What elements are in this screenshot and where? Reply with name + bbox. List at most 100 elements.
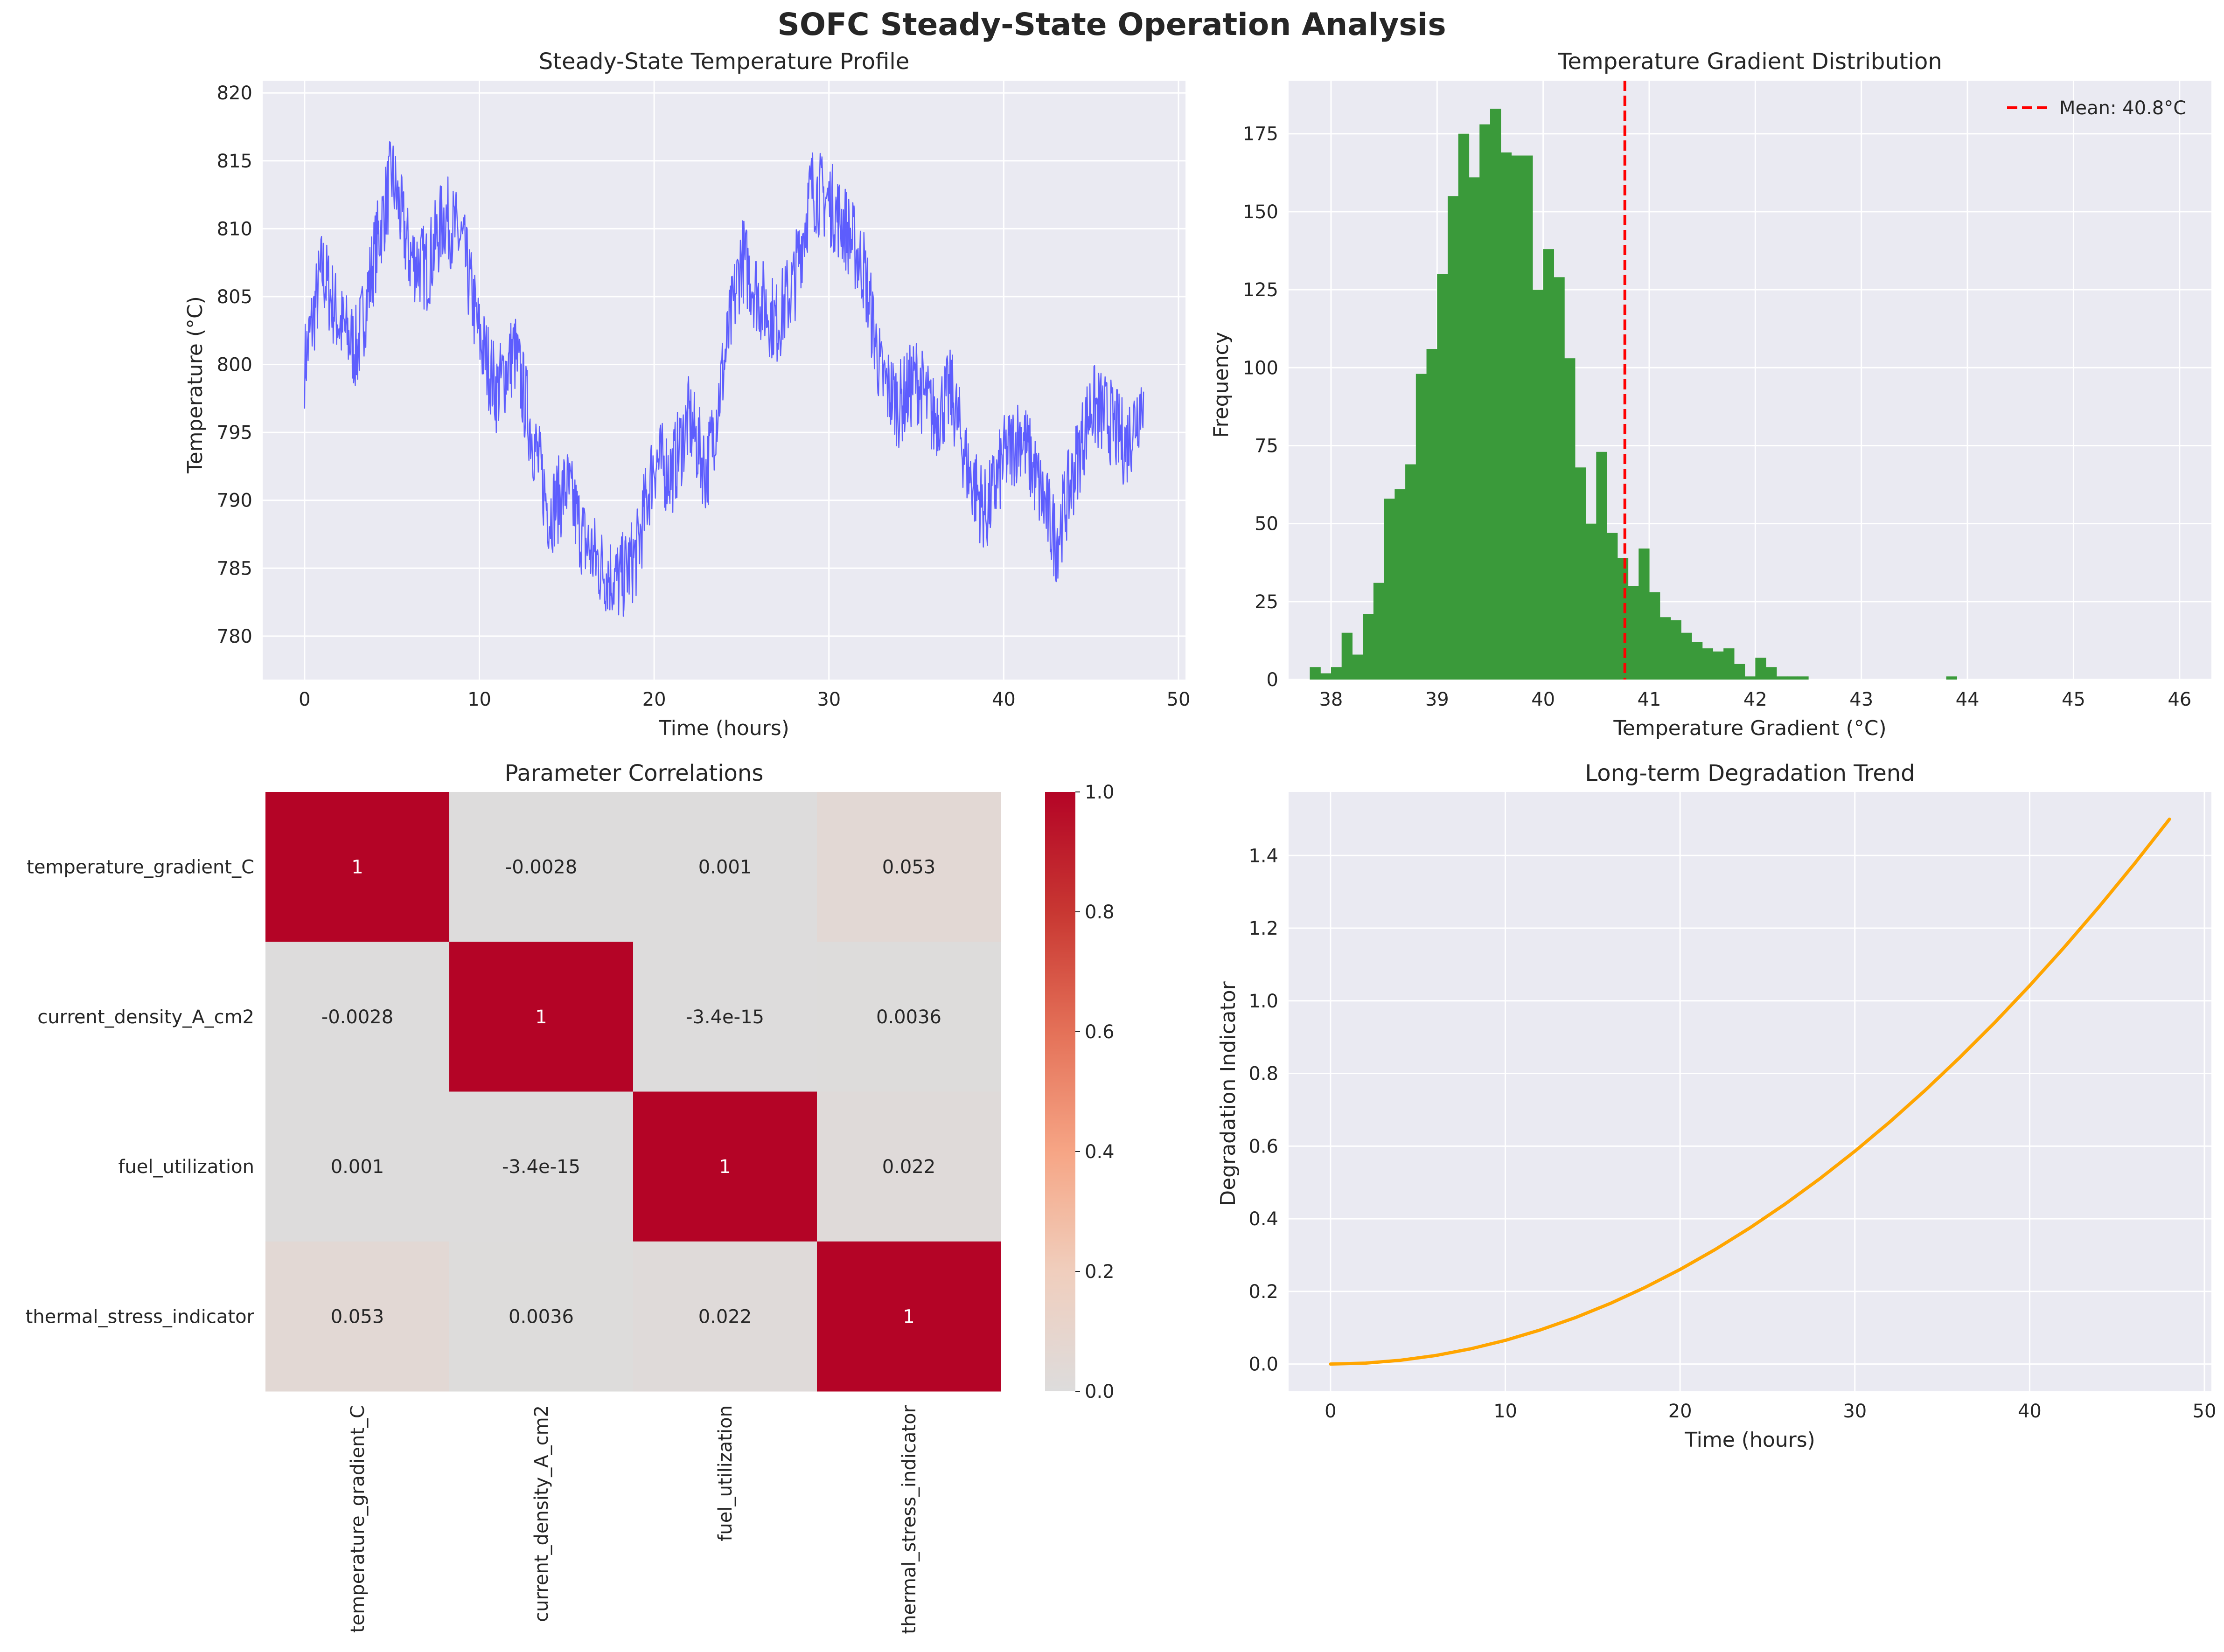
y-tick-label: 175 [1243,124,1278,145]
histogram-bar [1352,654,1363,680]
histogram-bar [1713,651,1724,680]
x-tick-label: 46 [2168,689,2191,710]
colorbar-tick-label: 0.0 [1085,1381,1115,1402]
correlation-labels: temperature_gradient_C current_density_A_… [26,857,920,1634]
y-tick-label: 150 [1243,201,1278,223]
histogram-bar [1723,648,1735,680]
x-tick-label: 30 [817,689,841,710]
heatmap-cell [633,942,817,1092]
x-tick-label: 40 [1531,689,1555,710]
x-tick-label: 20 [642,689,666,710]
x-tick-label: 44 [1956,689,1980,710]
temperature-profile-xlabel: Time (hours) [658,716,789,740]
gradient-distribution-bars [1310,81,1957,680]
histogram-bar [1628,586,1639,680]
degradation-trend-ticks: 0 10 20 30 40 50 0.0 0.2 0.4 0.6 0.8 1.0 1.2 1.4 [1248,845,2216,1422]
y-tick-label: 0.0 [1248,1354,1278,1375]
histogram-bar [1458,133,1470,680]
histogram-bar [1596,451,1607,680]
colorbar: 0.0 0.2 0.4 0.6 0.8 1.0 [1045,782,1115,1402]
heatmap-cell [449,942,634,1092]
histogram-bar [1681,632,1692,680]
row-label: fuel_utilization [118,1156,254,1178]
degradation-trend-xlabel: Time (hours) [1684,1428,1815,1452]
degradation-trend-title: Long-term Degradation Trend [1585,760,1915,786]
correlation-heatmap: 1 -0.0028 0.001 0.053 -0.0028 1 -3.4e-15 0.0036… [265,792,1001,1392]
colorbar-bar [1045,792,1075,1391]
histogram-bar [1522,155,1533,680]
y-tick-label: 780 [217,626,252,647]
histogram-bar [1766,667,1777,680]
x-tick-label: 45 [2062,689,2085,710]
temperature-profile-ylabel: Temperature (°C) [183,296,207,474]
y-tick-label: 1.0 [1248,991,1278,1012]
cell-annotation: 0.001 [698,857,752,878]
cell-annotation: -3.4e-15 [686,1006,764,1028]
x-tick-label: 43 [1849,689,1873,710]
heatmap-cell [817,1241,1001,1392]
heatmap-cell [449,1241,634,1392]
histogram-bar [1331,667,1342,680]
y-tick-label: 100 [1243,357,1278,379]
histogram-bar [1649,592,1660,680]
x-tick-label: 40 [2018,1401,2042,1422]
gradient-distribution-ylabel: Frequency [1209,332,1233,437]
column-label: fuel_utilization [715,1405,736,1541]
y-tick-label: 0.6 [1248,1136,1278,1157]
x-tick-label: 41 [1638,689,1661,710]
gradient-distribution-panel: 38 39 40 41 42 43 44 45 46 0 25 50 75 100 125 150 175 Te… [1209,49,2211,740]
x-tick-label: 10 [1493,1401,1517,1422]
heatmap-cell [817,1091,1001,1242]
x-tick-label: 38 [1319,689,1343,710]
x-tick-label: 20 [1668,1401,1692,1422]
temperature-profile-ticks: 0 10 20 30 40 50 780 785 790 795 800 805 810 815 820 [217,83,1191,710]
heatmap-cell [265,942,450,1092]
y-tick-label: 25 [1255,591,1278,613]
row-label: thermal_stress_indicator [26,1306,255,1327]
histogram-bar [1500,152,1512,680]
histogram-bar [1702,648,1714,680]
y-tick-label: 0 [1267,669,1278,691]
histogram-bar [1744,676,1756,680]
y-tick-label: 0.4 [1248,1208,1278,1230]
histogram-bar [1787,676,1798,680]
figure-title: SOFC Steady-State Operation Analysis [777,7,1446,42]
histogram-bar [1363,614,1374,680]
histogram-bar [1415,374,1427,680]
histogram-bar [1479,124,1491,680]
y-tick-label: 125 [1243,279,1278,301]
x-tick-label: 10 [467,689,491,710]
histogram-bar [1670,620,1681,680]
y-tick-label: 1.4 [1248,845,1278,867]
y-tick-label: 810 [217,218,252,240]
heatmap-cell [633,792,817,942]
cell-annotation: 0.001 [331,1156,384,1178]
cell-annotation: 0.0036 [876,1006,941,1028]
heatmap-cell [817,942,1001,1092]
histogram-bar [1341,632,1353,680]
histogram-bar [1585,523,1597,680]
degradation-trend-plot-area [1289,792,2211,1391]
cell-annotation: 1 [719,1156,731,1178]
temperature-profile-lines [304,141,1144,617]
histogram-bar [1617,558,1629,680]
gradient-distribution-ticks: 38 39 40 41 42 43 44 45 46 0 25 50 75 100 125 150 175 [1243,124,2192,710]
histogram-bar [1448,196,1459,680]
gradient-distribution-title: Temperature Gradient Distribution [1557,49,1942,75]
heatmap-cell [633,1241,817,1392]
y-tick-label: 785 [217,558,252,579]
row-label: temperature_gradient_C [27,857,254,878]
cell-annotation: -0.0028 [321,1006,393,1028]
cell-annotation: 0.022 [882,1156,936,1178]
cell-annotation: 0.053 [331,1306,384,1327]
column-label: thermal_stress_indicator [899,1405,920,1634]
histogram-bar [1564,358,1576,680]
cell-annotation: 1 [903,1306,914,1327]
histogram-bar [1755,658,1766,680]
histogram-bar [1946,676,1957,680]
correlation-title: Parameter Correlations [505,760,764,786]
cell-annotation: 0.053 [882,857,936,878]
colorbar-tick-label: 0.2 [1085,1261,1115,1283]
heatmap-cell [633,1091,817,1242]
